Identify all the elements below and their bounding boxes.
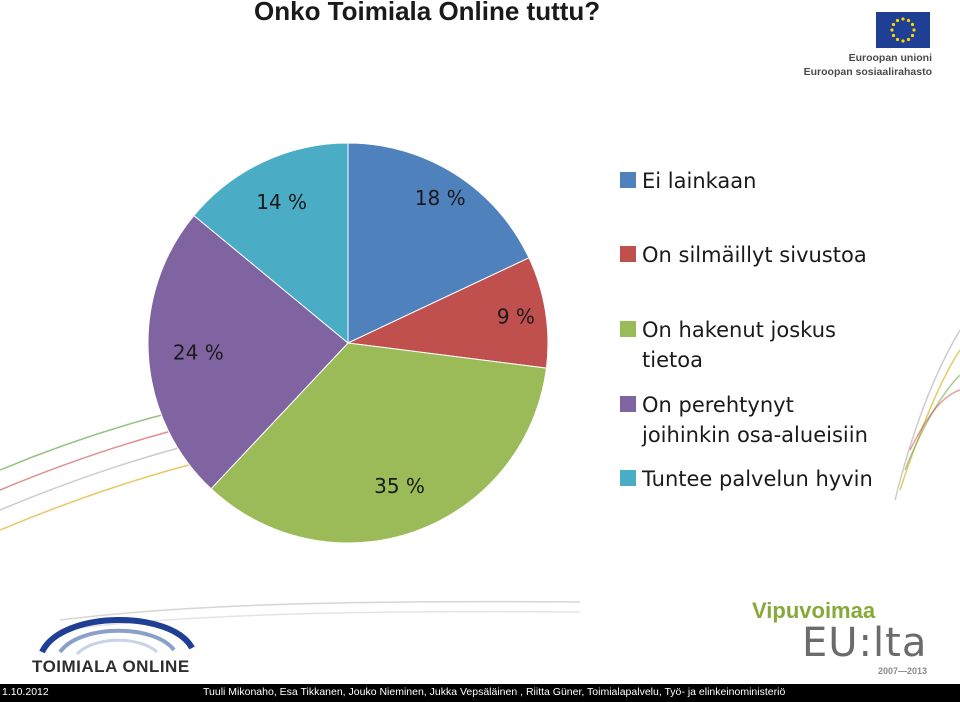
pie-slice-label: 35 % [374, 474, 425, 498]
vipuvoimaa-years: 2007—2013 [878, 666, 928, 676]
legend-swatch [620, 321, 636, 337]
legend-label: Tuntee palvelun hyvin [642, 467, 873, 491]
vipuvoimaa-wordmark: Vipuvoimaa [752, 598, 876, 623]
eu-lta-wordmark: EU:lta [802, 620, 928, 666]
legend-item-ei-lainkaan: Ei lainkaan [620, 166, 756, 196]
eu-star-icon [910, 33, 915, 38]
legend-swatch [620, 172, 636, 188]
eu-star-icon [906, 18, 911, 23]
pie-slice-label: 9 % [497, 304, 535, 328]
eu-logo-line2: Euroopan sosiaalirahasto [803, 66, 932, 78]
legend-item-tuntee-palvelun: Tuntee palvelun hyvin [620, 464, 873, 494]
eu-star-icon [895, 18, 900, 23]
eu-star-icon [906, 37, 911, 42]
eu-star-icon [910, 22, 915, 27]
footer-date: 1.10.2012 [2, 686, 49, 698]
toimiala-online-logo: TOIMIALA ONLINE [22, 600, 207, 680]
eu-logo: Euroopan unioni Euroopan sosiaalirahasto [804, 12, 932, 80]
legend-label: On hakenut joskus tietoa [642, 318, 836, 372]
eu-star-icon [901, 17, 905, 21]
eu-star-icon [891, 22, 896, 27]
pie-slice [210, 342, 547, 544]
legend-item-on-silmaillyt: On silmäillyt sivustoa [620, 240, 867, 270]
pie-slice-label: 24 % [173, 340, 224, 364]
eu-star-icon [912, 28, 916, 32]
pie-slice [193, 142, 349, 345]
legend-swatch [620, 246, 636, 262]
legend-label: On silmäillyt sivustoa [642, 243, 867, 267]
eu-star-icon [901, 39, 905, 43]
toimiala-arc-icon [39, 617, 195, 656]
legend-item-on-hakenut: On hakenut joskus tietoa [620, 315, 836, 375]
eu-flag-icon [876, 12, 930, 48]
eu-star-icon [890, 28, 894, 32]
footer-bar: 1.10.2012 Tuuli Mikonaho, Esa Tikkanen, … [0, 684, 960, 702]
pie-slice-label: 14 % [256, 190, 307, 214]
pie-slice-label: 18 % [415, 186, 466, 210]
eu-logo-line1: Euroopan unioni [848, 52, 932, 64]
pie-slice [346, 257, 549, 369]
legend-swatch [620, 396, 636, 412]
eu-star-icon [891, 33, 896, 38]
footer-authors: Tuuli Mikonaho, Esa Tikkanen, Jouko Niem… [203, 686, 786, 698]
legend-label: On perehtynyt joihinkin osa-alueisiin [642, 393, 868, 447]
pie-slice [347, 142, 530, 344]
page-title: Onko Toimiala Online tuttu? [254, 0, 601, 26]
legend-label: Ei lainkaan [642, 169, 757, 193]
legend-swatch [620, 470, 636, 486]
pie-slice [147, 214, 349, 490]
vipuvoimaa-logo: Vipuvoimaa EU:lta 2007—2013 [752, 598, 942, 682]
legend-item-on-perehtynyt: On perehtynyt joihinkin osa-alueisiin [620, 390, 868, 450]
toimiala-wordmark: TOIMIALA ONLINE [32, 657, 190, 676]
eu-star-icon [895, 37, 900, 42]
